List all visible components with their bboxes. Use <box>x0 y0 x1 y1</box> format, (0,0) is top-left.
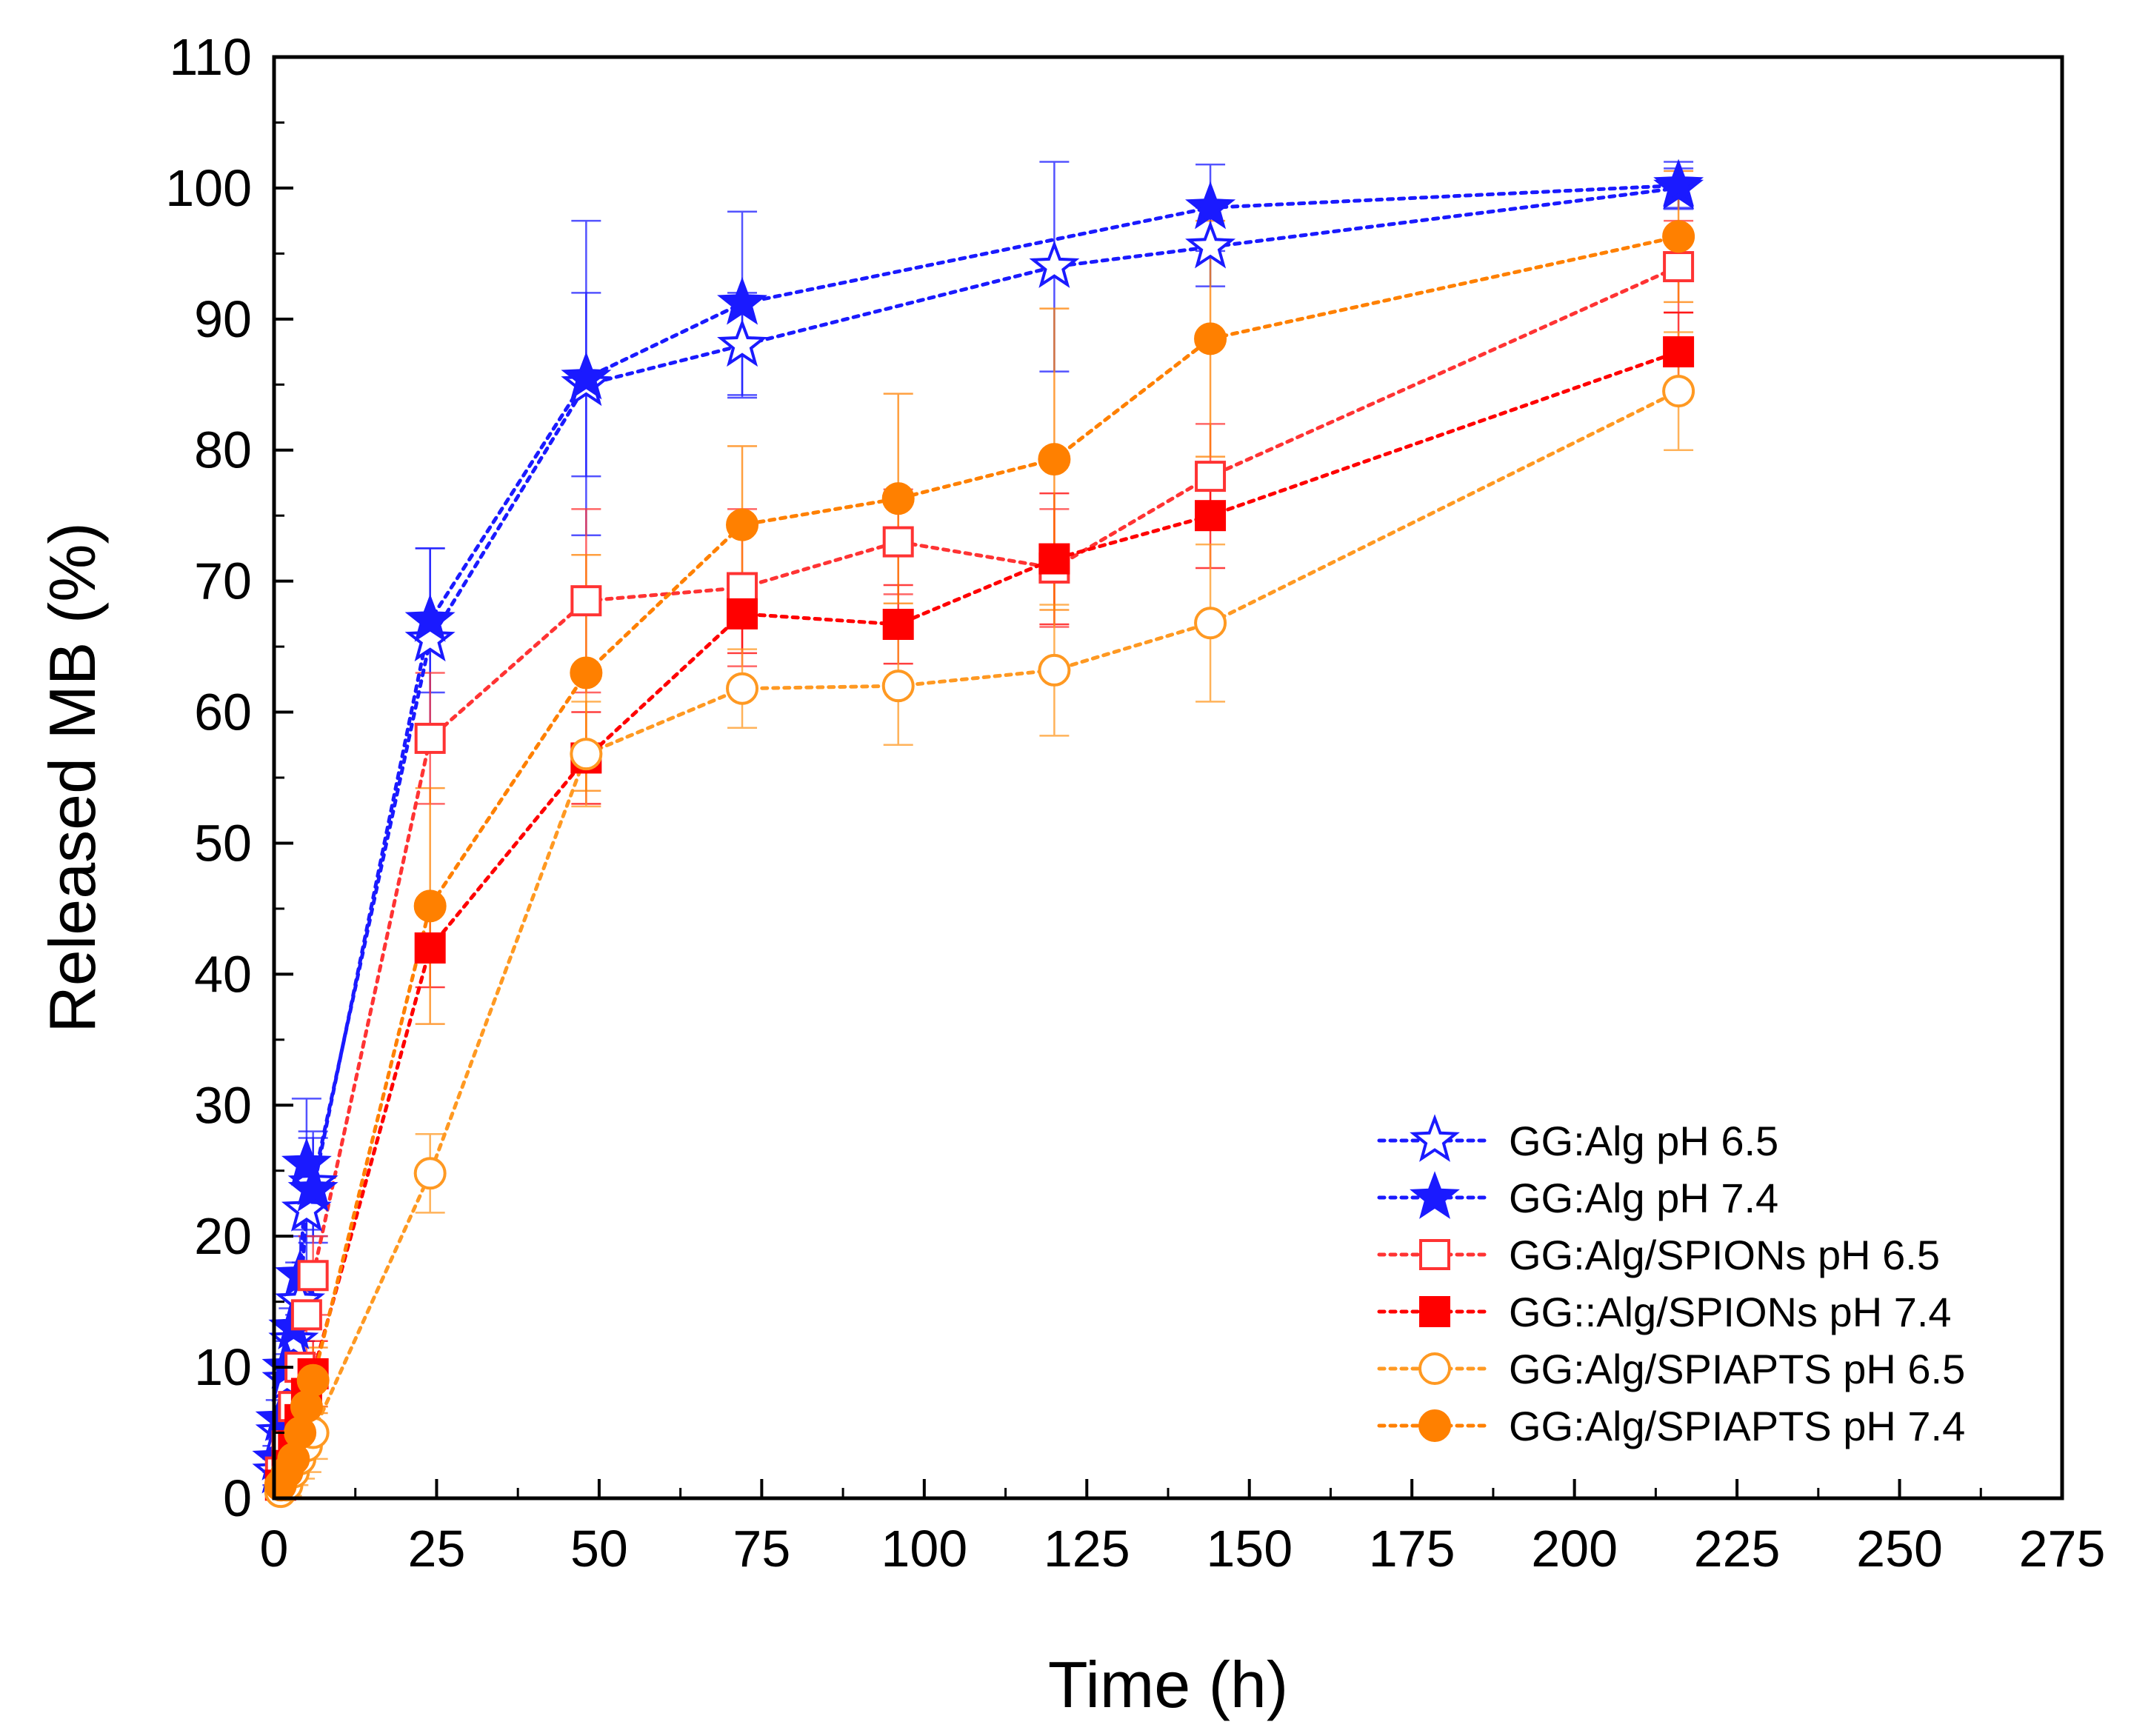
gg-alg-spiapts-ph-7-4-point <box>726 508 759 541</box>
gg-alg-spions-ph-6-5-point <box>414 722 446 754</box>
y-tick-label: 110 <box>169 28 252 86</box>
gg-alg-ph-7-4-point <box>1185 181 1236 230</box>
gg-alg-spiapts-ph-7-4-point <box>296 1363 330 1397</box>
x-tick-label: 200 <box>1531 1520 1618 1578</box>
gg-alg-spions-ph-6-5-point <box>882 526 914 558</box>
x-tick-label: 225 <box>1694 1520 1781 1578</box>
gg-alg-spiapts-ph-7-4-point <box>881 482 915 515</box>
gg-alg-ph-7-4-point <box>561 351 612 400</box>
y-axis-title: Released MB (%) <box>36 522 109 1033</box>
legend: GG:Alg pH 6.5 GG:Alg pH 7.4 GG:Alg/SPIONs … <box>1377 1114 1965 1449</box>
gg-alg-ph-7-4-point <box>1653 158 1704 207</box>
gg-alg-spions-ph-7-4-point <box>1195 500 1227 532</box>
gg-alg-spiapts-ph-6-5-point <box>570 738 603 771</box>
gg-alg-spiapts-ph-7-4-point <box>277 1442 310 1475</box>
legend-entry-gg-alg-spiapts-ph-6-5: GG:Alg/SPIAPTS pH 6.5 <box>1377 1346 1965 1392</box>
y-tick-label: 0 <box>223 1469 252 1527</box>
x-axis-title: Time (h) <box>1048 1648 1288 1721</box>
legend-marker-swatch <box>1410 1114 1460 1162</box>
legend-entry-gg-alg-spiapts-ph-7-4: GG:Alg/SPIAPTS pH 7.4 <box>1377 1403 1965 1449</box>
x-tick-label: 100 <box>881 1520 967 1578</box>
x-tick-label: 250 <box>1856 1520 1943 1578</box>
gg-alg-ph-6-5-point <box>1029 240 1080 288</box>
y-tick-label: 90 <box>194 290 252 348</box>
x-tick-label: 275 <box>2019 1520 2106 1578</box>
gg-alg-ph-6-5-point <box>1185 220 1236 269</box>
y-tick-label: 50 <box>194 814 252 872</box>
legend-entry-gg-alg-spions-ph-6-5: GG:Alg/SPIONs pH 6.5 <box>1377 1232 1940 1278</box>
gg-alg-spions-ph-7-4-point <box>727 598 758 630</box>
gg-alg-spiapts-ph-7-4-point <box>1038 443 1071 476</box>
gg-alg-spiapts-ph-7-4-point <box>290 1390 323 1423</box>
gg-alg-ph-6-5-point <box>404 613 456 662</box>
gg-alg-spions-ph-6-5-point <box>290 1299 322 1331</box>
legend-label: GG:Alg pH 7.4 <box>1509 1175 1778 1221</box>
legend-entry-gg-alg-ph-7-4: GG:Alg pH 7.4 <box>1377 1171 1778 1221</box>
gg-alg-spiapts-ph-6-5-point <box>1662 375 1695 408</box>
legend-label: GG:Alg/SPIONs pH 6.5 <box>1509 1232 1940 1278</box>
x-tick-label: 50 <box>570 1520 628 1578</box>
y-tick-label: 10 <box>194 1338 252 1396</box>
legend-marker-swatch <box>1419 1239 1450 1270</box>
gg-alg-spions-ph-7-4-point <box>1663 336 1695 368</box>
gg-alg-spiapts-ph-6-5-point <box>726 672 759 705</box>
gg-alg-ph-7-4-point <box>404 593 456 642</box>
gg-alg-spions-ph-6-5-point <box>1195 461 1227 493</box>
y-tick-label: 100 <box>165 159 252 217</box>
gg-alg-ph-6-5-point <box>717 318 768 367</box>
legend-marker-swatch <box>1418 1409 1451 1442</box>
gg-alg-ph-7-4-point <box>287 1164 339 1212</box>
x-tick-label: 25 <box>408 1520 466 1578</box>
legend-label: GG:Alg pH 6.5 <box>1509 1118 1778 1164</box>
gg-alg-spions-ph-7-4-point <box>414 932 446 964</box>
y-tick-label: 70 <box>194 552 252 610</box>
legend-marker-swatch <box>1418 1352 1451 1385</box>
y-tick-label: 60 <box>194 684 252 741</box>
y-tick-label: 30 <box>194 1076 252 1134</box>
legend-marker-swatch <box>1410 1171 1460 1219</box>
gg-alg-spions-ph-7-4-point <box>1038 543 1070 575</box>
legend-entry-gg-alg-ph-6-5: GG:Alg pH 6.5 <box>1377 1114 1778 1164</box>
gg-alg-spiapts-ph-6-5-point <box>413 1157 447 1190</box>
gg-alg-spions-ph-6-5-point <box>297 1260 329 1292</box>
gg-alg-spiapts-ph-7-4-point <box>1662 220 1695 253</box>
gg-alg-spiapts-ph-6-5-point <box>881 670 915 703</box>
legend-label: GG:Alg/SPIAPTS pH 7.4 <box>1509 1403 1965 1449</box>
markers-layer <box>252 158 1704 1509</box>
y-tick-label: 20 <box>194 1207 252 1265</box>
gg-alg-spiapts-ph-7-4-point <box>284 1416 317 1449</box>
x-tick-label: 150 <box>1206 1520 1293 1578</box>
gg-alg-spions-ph-7-4-point <box>882 609 914 641</box>
gg-alg-spiapts-ph-6-5-point <box>1194 607 1227 640</box>
legend-marker-swatch <box>1419 1296 1450 1327</box>
y-tick-label: 80 <box>194 421 252 479</box>
legend-label: GG::Alg/SPIONs pH 7.4 <box>1509 1289 1952 1335</box>
gg-alg-spions-ph-6-5-point <box>1663 251 1695 283</box>
gg-alg-ph-7-4-point <box>281 1138 332 1186</box>
gg-alg-spions-ph-6-5-point <box>727 572 758 604</box>
legend-entry-gg-alg-spions-ph-7-4: GG::Alg/SPIONs pH 7.4 <box>1377 1289 1952 1335</box>
gg-alg-spions-ph-6-5-point <box>570 585 602 617</box>
gg-alg-spiapts-ph-7-4-point <box>1194 322 1227 355</box>
x-tick-label: 175 <box>1369 1520 1455 1578</box>
y-tick-label: 40 <box>194 945 252 1003</box>
gg-alg-spiapts-ph-6-5-point <box>1038 653 1071 687</box>
x-tick-label: 75 <box>733 1520 790 1578</box>
legend-label: GG:Alg/SPIAPTS pH 6.5 <box>1509 1346 1965 1392</box>
gg-alg-ph-7-4-point <box>717 276 768 325</box>
gg-alg-spiapts-ph-7-4-point <box>413 889 447 923</box>
ticks-layer: 0 25 50 75 100 125 150 175 200 225 250 275 0 10 20 30 40… <box>165 28 2105 1578</box>
x-tick-label: 125 <box>1044 1520 1130 1578</box>
x-tick-label: 0 <box>260 1520 289 1578</box>
gg-alg-spiapts-ph-7-4-point <box>570 656 603 690</box>
